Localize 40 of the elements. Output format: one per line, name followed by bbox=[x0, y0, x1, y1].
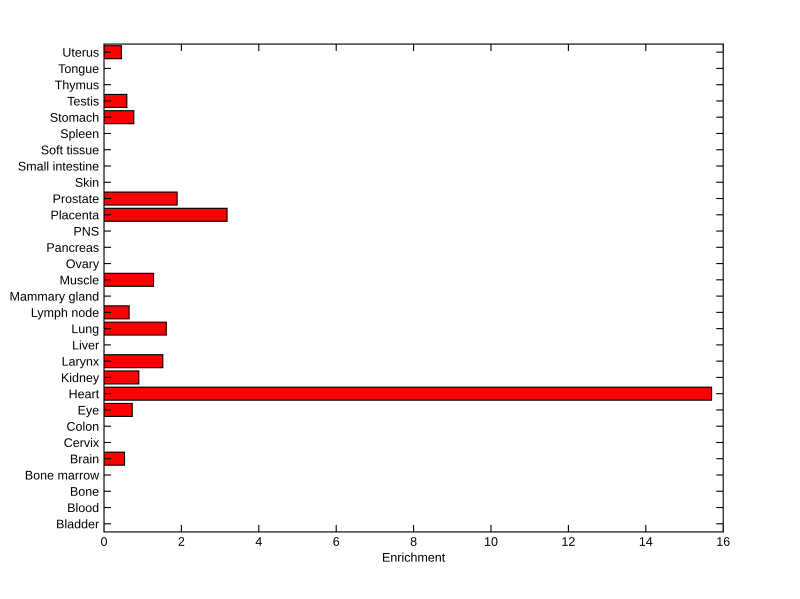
y-tick-label: Uterus bbox=[63, 48, 99, 57]
y-tick-label: Soft tissue bbox=[41, 145, 99, 154]
y-tick-label: Small intestine bbox=[18, 161, 99, 171]
y-tick-label: Pancreas bbox=[47, 243, 99, 252]
y-tick-label: Testis bbox=[67, 96, 99, 106]
y-tick-label: Blood bbox=[68, 502, 98, 512]
y-tick-label: Bone bbox=[70, 487, 99, 496]
x-tick-label: 6 bbox=[333, 537, 340, 546]
x-axis-title: Enrichment bbox=[383, 552, 446, 562]
y-tick-label: PNS bbox=[74, 226, 99, 236]
y-tick-label: Liver bbox=[73, 340, 99, 350]
y-tick-label: Lung bbox=[72, 324, 98, 336]
y-tick-label: Eye bbox=[78, 406, 99, 418]
y-tick-label: Heart bbox=[70, 390, 100, 398]
y-tick-label: Skin bbox=[75, 178, 98, 187]
y-tick-label: Kidney bbox=[62, 372, 100, 385]
y-tick-label: Colon bbox=[67, 422, 98, 431]
y-tick-label: Muscle bbox=[60, 275, 99, 284]
y-tick-label: Placenta bbox=[52, 210, 100, 220]
y-tick-label: Stomach bbox=[50, 112, 98, 122]
y-tick-label: Spleen bbox=[60, 128, 98, 141]
y-tick-label: Larynx bbox=[62, 357, 100, 368]
y-tick-label: Thymus bbox=[54, 80, 99, 92]
y-tick-label: Bone marrow bbox=[26, 470, 100, 480]
y-tick-label: Prostate bbox=[54, 194, 99, 204]
y-tick-label: Brain bbox=[70, 454, 98, 464]
y-tick-label: Lymph node bbox=[32, 308, 99, 320]
x-tick-label: 16 bbox=[717, 537, 730, 546]
x-tick-label: 14 bbox=[640, 537, 652, 546]
y-tick-label: Mammary gland bbox=[10, 292, 98, 304]
y-tick-label: Cervix bbox=[64, 438, 100, 448]
x-tick-label: 4 bbox=[256, 537, 262, 546]
y-tick-label: Ovary bbox=[66, 259, 100, 271]
x-tick-label: 8 bbox=[410, 537, 417, 546]
y-tick-label: Tongue bbox=[58, 64, 99, 76]
x-tick-label: 10 bbox=[485, 537, 498, 546]
y-tick-label: Bladder bbox=[57, 519, 99, 528]
x-tick-label: 2 bbox=[178, 537, 184, 546]
x-tick-label: 12 bbox=[562, 537, 575, 546]
x-tick-label: 0 bbox=[101, 537, 107, 546]
